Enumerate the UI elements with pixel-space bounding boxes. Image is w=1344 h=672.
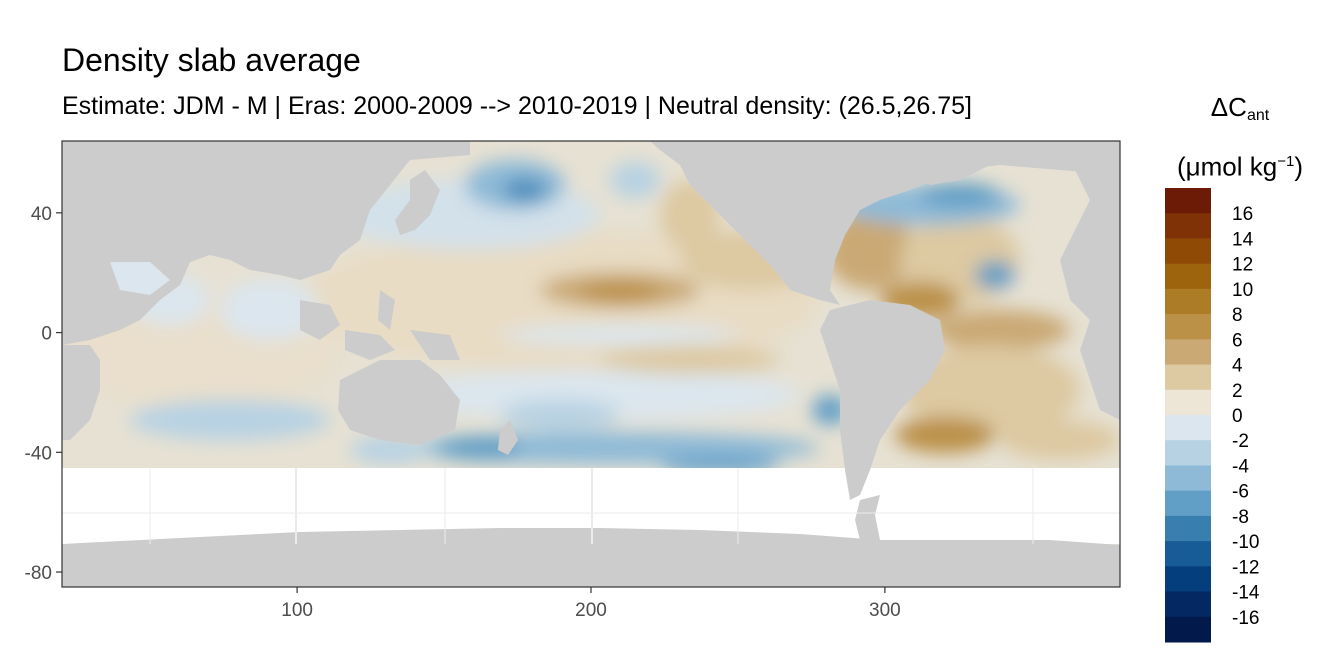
plot-title: Density slab average	[62, 42, 361, 78]
legend-label: -6	[1232, 482, 1249, 503]
land-north-america	[650, 141, 1120, 305]
legend-title: ΔCant (μmol kg−1)	[1160, 84, 1320, 190]
legend-labels: 16 14 12 10 8 6 4 2 0 -2 -4 -6 -8 -10 -12 -14 -16	[1232, 204, 1260, 629]
land-africa	[62, 345, 100, 440]
legend-swatch	[1165, 188, 1211, 214]
land-australia	[338, 360, 460, 445]
legend-label: 0	[1232, 406, 1243, 427]
legend-label: 2	[1232, 381, 1243, 402]
legend-swatch	[1165, 389, 1211, 416]
land-greenland	[880, 141, 1000, 185]
land-japan	[395, 170, 440, 235]
x-tick-label: 100	[281, 600, 313, 621]
legend-label: -4	[1232, 456, 1249, 477]
data-field	[62, 160, 1120, 473]
legend-label: -2	[1232, 431, 1249, 452]
legend-swatch	[1165, 263, 1211, 290]
legend-swatch	[1165, 415, 1211, 441]
legend-swatch	[1165, 238, 1211, 265]
legend-swatch	[1165, 364, 1211, 391]
y-tick-label: 0	[41, 324, 52, 345]
legend-swatch	[1165, 339, 1211, 366]
legend-swatch	[1165, 616, 1211, 643]
plot-subtitle: Estimate: JDM - M | Eras: 2000-2009 --> …	[62, 92, 972, 120]
legend-label: -16	[1232, 608, 1259, 629]
legend-swatch	[1165, 314, 1211, 340]
legend-variable: ΔCant	[1210, 92, 1270, 124]
y-axis: 40 0 -40 -80	[25, 204, 62, 584]
legend-swatch	[1165, 541, 1211, 567]
legend-label: 10	[1232, 280, 1253, 301]
legend-label: 12	[1232, 255, 1253, 276]
land-antarctic-peninsula	[855, 495, 880, 540]
x-tick-label: 200	[575, 600, 607, 621]
legend-unit: (μmol kg−1)	[1177, 151, 1303, 182]
gridlines	[62, 468, 1120, 544]
legend-label: 4	[1232, 356, 1243, 377]
land-south-america	[820, 300, 945, 500]
legend-swatch	[1165, 566, 1211, 593]
y-tick-label: -40	[25, 443, 52, 464]
y-tick-label: -80	[25, 563, 52, 584]
legend-label: 16	[1232, 204, 1253, 225]
land-indonesia	[300, 290, 460, 360]
legend-label: 8	[1232, 305, 1243, 326]
land-antarctica	[62, 528, 1120, 587]
x-tick-label: 300	[869, 600, 901, 621]
y-tick-label: 40	[31, 204, 52, 225]
x-axis: 100 200 300	[281, 587, 901, 621]
legend-colorbar	[1165, 188, 1211, 643]
legend-swatch	[1165, 490, 1211, 517]
legend-swatch	[1165, 440, 1211, 466]
legend-label: -14	[1232, 583, 1260, 604]
land-asia-africa	[62, 141, 470, 345]
legend-label: -10	[1232, 532, 1259, 553]
legend-swatch	[1165, 213, 1211, 239]
legend-swatch	[1165, 591, 1211, 618]
legend-swatch	[1165, 515, 1211, 542]
legend-label: 6	[1232, 330, 1243, 351]
legend-swatch	[1165, 288, 1211, 315]
land-masses	[62, 141, 1120, 587]
legend-label: -8	[1232, 507, 1249, 528]
legend-label: 14	[1232, 229, 1254, 250]
land-new-zealand	[498, 420, 518, 455]
map-panel	[62, 141, 1120, 587]
legend-swatch	[1165, 465, 1211, 492]
legend-label: -12	[1232, 557, 1259, 578]
land-europe-africa-east	[1060, 141, 1120, 420]
